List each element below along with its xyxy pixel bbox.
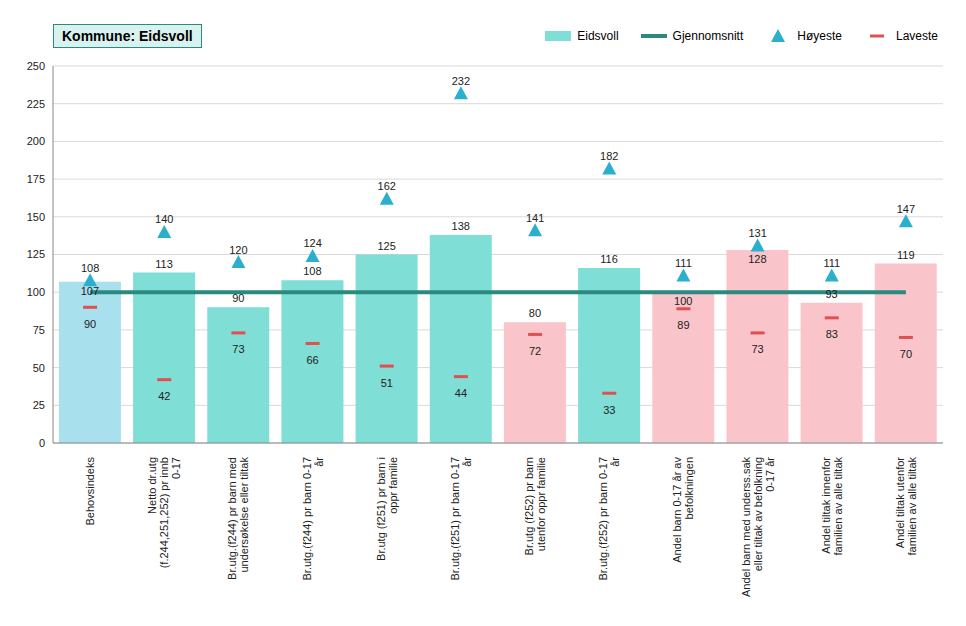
- svg-text:Andel barn 0-17 år avbefolknin: Andel barn 0-17 år avbefolkningen: [671, 457, 695, 563]
- svg-text:70: 70: [900, 348, 912, 360]
- svg-text:93: 93: [825, 288, 837, 300]
- svg-text:125: 125: [377, 240, 395, 252]
- svg-text:80: 80: [529, 307, 541, 319]
- svg-text:232: 232: [452, 75, 470, 87]
- svg-text:Br.utg.(f244) pr barn 0-17år: Br.utg.(f244) pr barn 0-17år: [301, 457, 325, 581]
- svg-text:Netto dr.utg(f.244,251,252) pr: Netto dr.utg(f.244,251,252) pr innb0-17: [146, 457, 182, 568]
- svg-text:89: 89: [677, 319, 689, 331]
- svg-text:66: 66: [306, 354, 318, 366]
- svg-text:225: 225: [27, 98, 45, 110]
- svg-text:147: 147: [897, 203, 915, 215]
- svg-text:175: 175: [27, 173, 45, 185]
- svg-text:33: 33: [603, 404, 615, 416]
- svg-text:113: 113: [155, 258, 173, 270]
- svg-text:107: 107: [81, 285, 99, 297]
- svg-text:44: 44: [455, 387, 467, 399]
- svg-text:75: 75: [33, 324, 45, 336]
- svg-text:108: 108: [303, 265, 321, 277]
- svg-text:42: 42: [158, 390, 170, 402]
- svg-text:162: 162: [378, 180, 396, 192]
- svg-text:100: 100: [27, 286, 45, 298]
- svg-text:124: 124: [303, 237, 321, 249]
- svg-text:Br.utg.(f252) pr barn 0-17år: Br.utg.(f252) pr barn 0-17år: [597, 457, 621, 581]
- svg-text:Andel tiltak innenforfamilien: Andel tiltak innenforfamilien av alle ti…: [820, 457, 844, 556]
- svg-text:120: 120: [229, 244, 247, 256]
- html-text:Eidsvoll: Eidsvoll: [577, 29, 619, 43]
- svg-text:111: 111: [823, 257, 840, 269]
- svg-text:108: 108: [81, 262, 99, 274]
- svg-text:116: 116: [600, 253, 618, 265]
- svg-text:140: 140: [155, 213, 173, 225]
- svg-text:131: 131: [748, 227, 766, 239]
- svg-text:Br.utg (f252) pr barnutenfor o: Br.utg (f252) pr barnutenfor oppr famili…: [523, 457, 547, 555]
- svg-text:Br.utg (f251) pr barn ioppr fa: Br.utg (f251) pr barn ioppr familie: [375, 457, 399, 561]
- html-text:Kommune: Eidsvoll: Kommune: Eidsvoll: [62, 28, 193, 44]
- html-text:Laveste: Laveste: [896, 29, 938, 43]
- svg-text:111: 111: [675, 257, 692, 269]
- svg-text:90: 90: [84, 318, 96, 330]
- html-text:Gjennomsnitt: Gjennomsnitt: [672, 29, 744, 43]
- html-text:Høyeste: Høyeste: [797, 29, 842, 43]
- svg-text:73: 73: [232, 343, 244, 355]
- svg-text:73: 73: [751, 343, 763, 355]
- svg-text:83: 83: [826, 328, 838, 340]
- svg-text:119: 119: [897, 249, 915, 261]
- svg-text:200: 200: [27, 135, 45, 147]
- svg-text:Andel tiltak utenforfamilien a: Andel tiltak utenforfamilien av alle til…: [894, 457, 918, 556]
- svg-text:Br.utg.(f244) pr barn medunder: Br.utg.(f244) pr barn medundersøkelse el…: [226, 457, 250, 580]
- svg-text:Br.utg.(f251) pr barn 0-17år: Br.utg.(f251) pr barn 0-17år: [449, 457, 473, 581]
- svg-text:125: 125: [27, 248, 45, 260]
- svg-text:0: 0: [39, 437, 45, 449]
- svg-text:Andel barn med underss.sakelle: Andel barn med underss.sakeller tiltak a…: [740, 457, 776, 598]
- svg-text:Behovsindeks: Behovsindeks: [84, 457, 96, 526]
- svg-text:250: 250: [27, 60, 45, 72]
- svg-text:150: 150: [27, 211, 45, 223]
- svg-text:100: 100: [674, 295, 692, 307]
- svg-text:50: 50: [33, 362, 45, 374]
- svg-text:138: 138: [452, 220, 470, 232]
- svg-text:90: 90: [232, 292, 244, 304]
- svg-text:182: 182: [600, 150, 618, 162]
- svg-text:51: 51: [381, 377, 393, 389]
- svg-text:128: 128: [748, 253, 766, 265]
- svg-text:25: 25: [33, 399, 45, 411]
- svg-text:141: 141: [526, 212, 544, 224]
- svg-text:72: 72: [529, 345, 541, 357]
